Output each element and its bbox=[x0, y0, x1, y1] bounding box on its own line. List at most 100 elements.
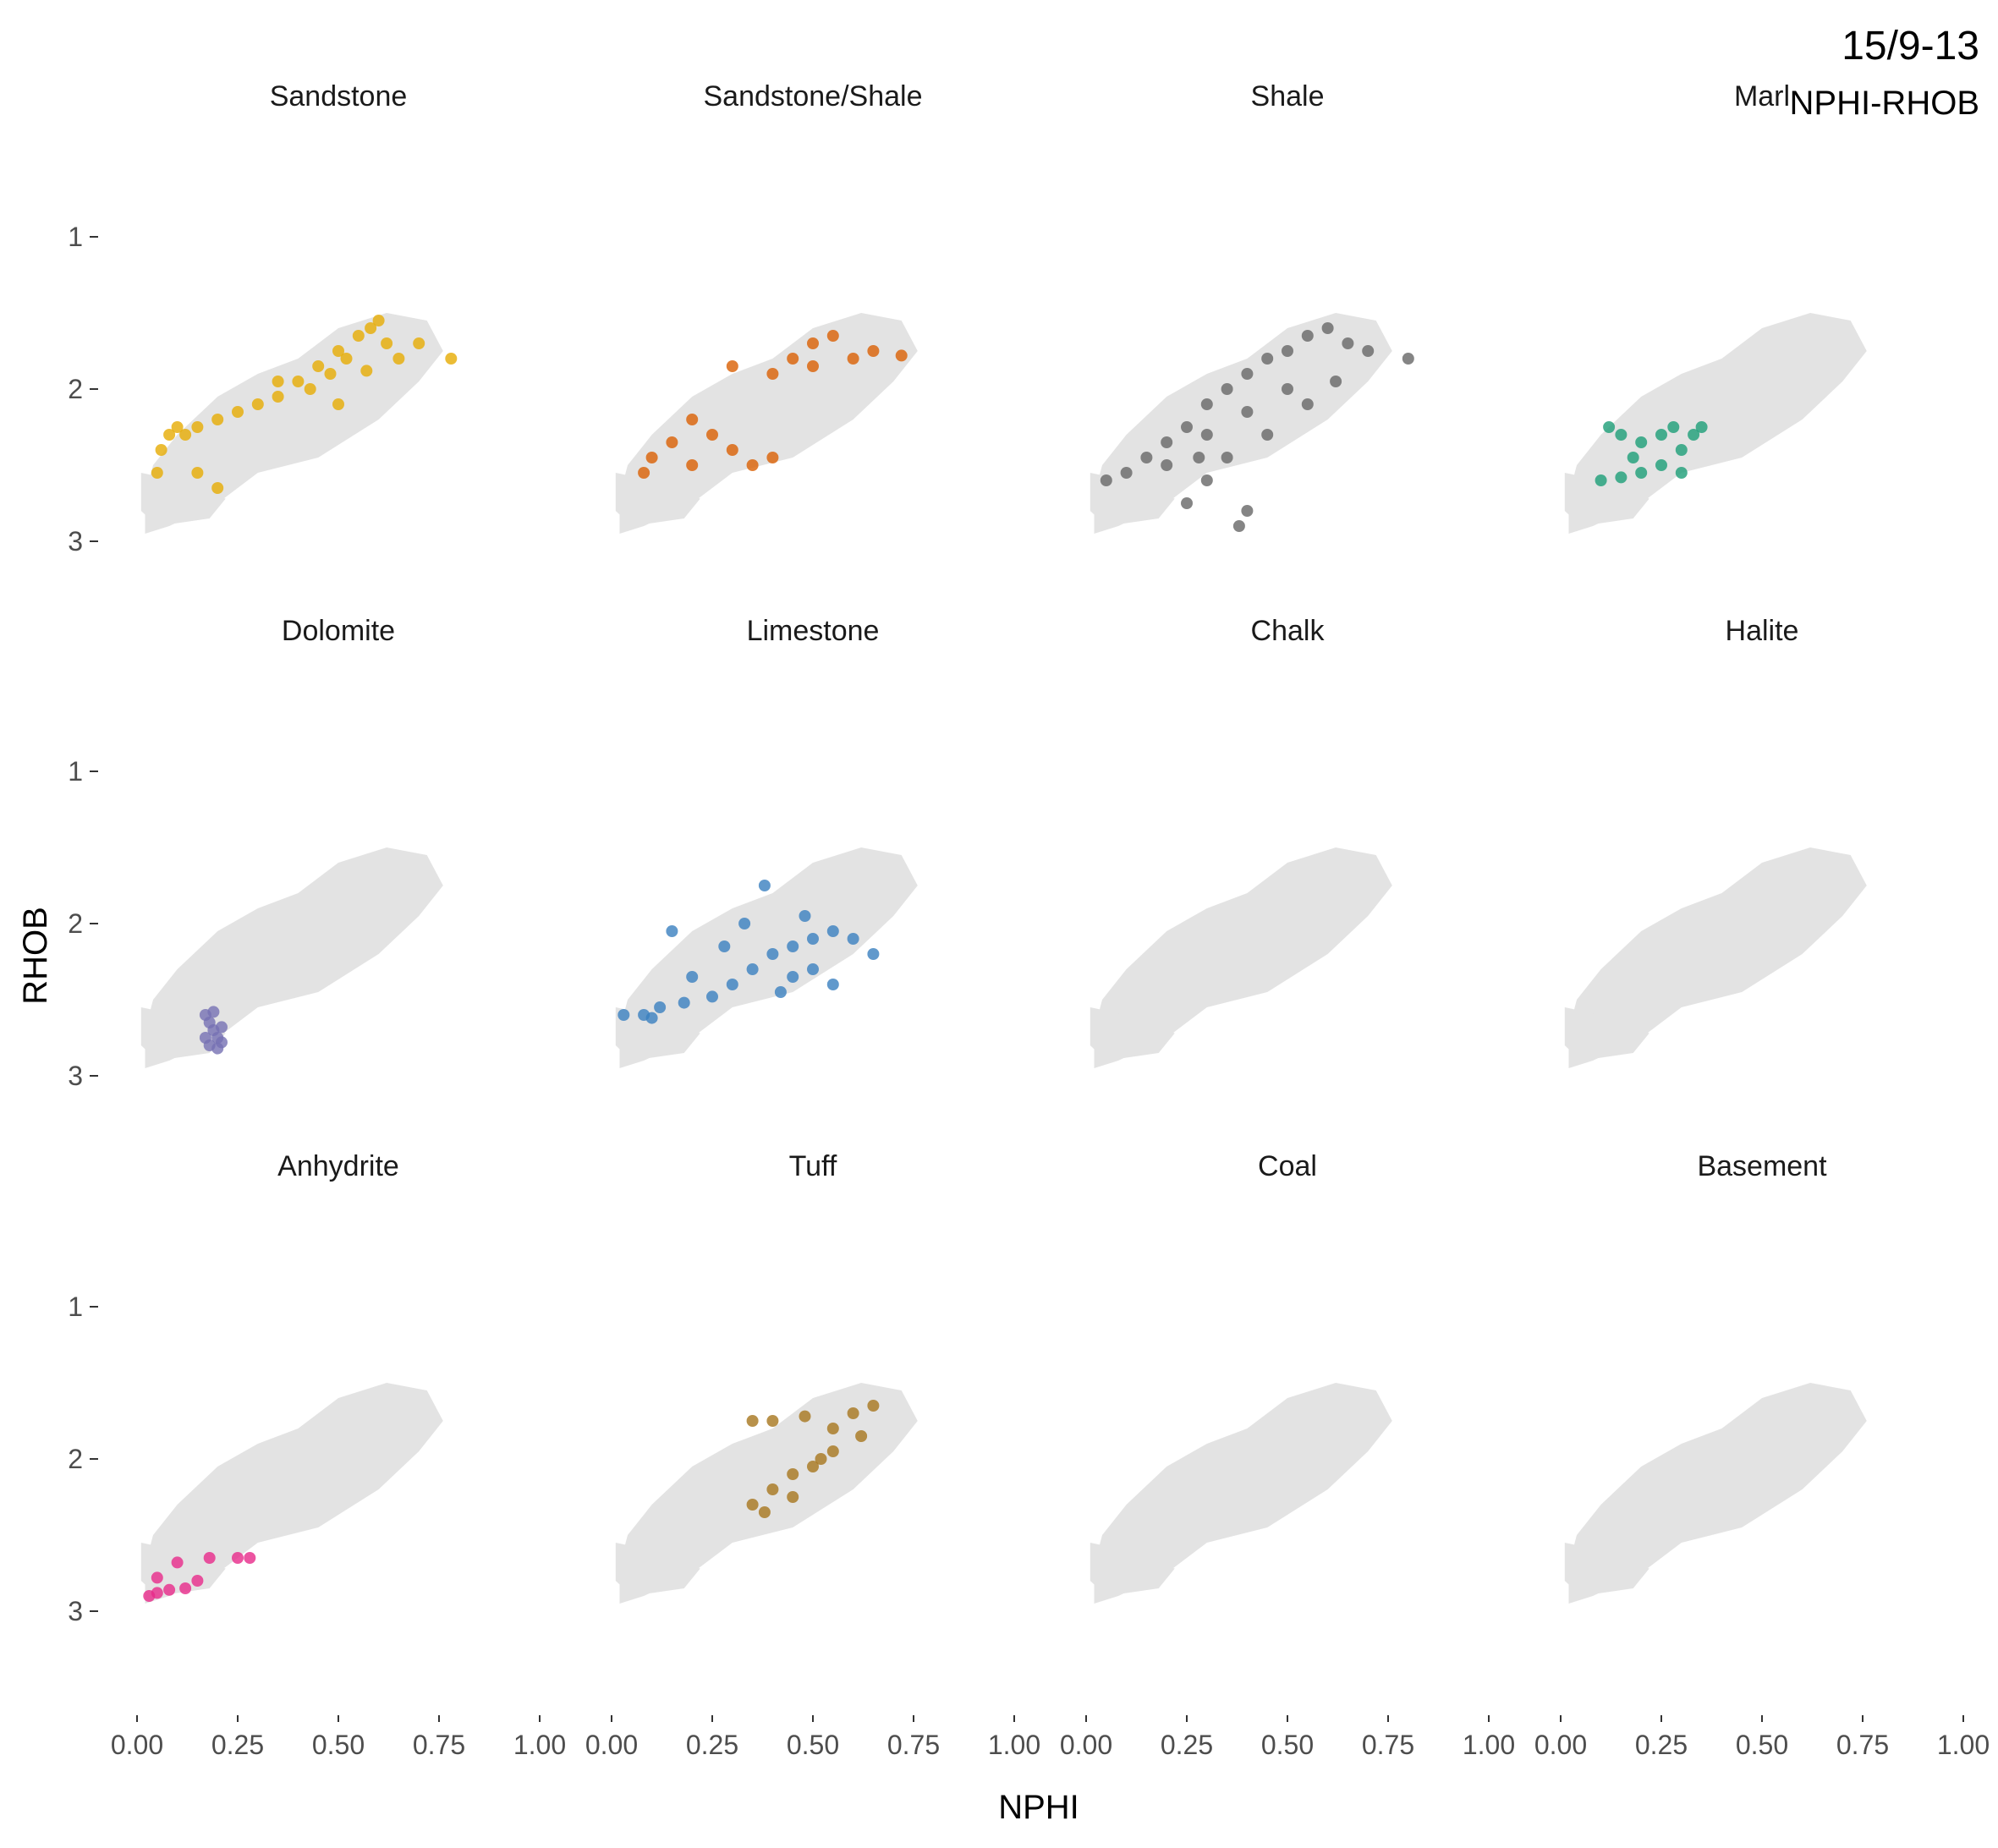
data-point bbox=[826, 925, 839, 937]
background-cloud-1 bbox=[1564, 1007, 1649, 1061]
panel-strip-label: Halite bbox=[1726, 615, 1799, 647]
data-point bbox=[155, 444, 167, 456]
data-point bbox=[216, 1021, 228, 1034]
data-point bbox=[847, 1407, 859, 1419]
data-point bbox=[191, 421, 204, 433]
data-point bbox=[666, 436, 678, 448]
data-point bbox=[1402, 353, 1414, 365]
data-point bbox=[746, 963, 759, 975]
data-point bbox=[746, 459, 759, 471]
x-tick-label: 0.25 bbox=[1161, 1730, 1213, 1760]
data-point bbox=[826, 1445, 839, 1457]
data-point bbox=[746, 1415, 759, 1427]
data-point bbox=[706, 429, 718, 441]
data-point bbox=[654, 1001, 667, 1013]
data-point bbox=[1161, 436, 1173, 448]
data-point bbox=[787, 971, 799, 983]
panel-strip-label: Coal bbox=[1258, 1150, 1317, 1182]
data-point bbox=[381, 337, 393, 349]
data-point bbox=[171, 1556, 184, 1569]
data-point bbox=[312, 360, 325, 372]
data-point bbox=[1200, 398, 1213, 410]
data-point bbox=[807, 360, 819, 372]
data-point bbox=[738, 918, 751, 929]
data-point bbox=[360, 365, 373, 377]
x-tick-label: 0.50 bbox=[1736, 1730, 1788, 1760]
x-tick-label: 0.50 bbox=[312, 1730, 365, 1760]
y-tick-label: 2 bbox=[68, 1444, 83, 1474]
x-tick-label: 0.25 bbox=[1635, 1730, 1688, 1760]
data-point bbox=[1695, 421, 1708, 433]
y-tick-label: 3 bbox=[68, 526, 83, 557]
data-point bbox=[1161, 459, 1173, 471]
data-point bbox=[163, 1583, 176, 1596]
x-tick-label: 0.75 bbox=[413, 1730, 465, 1760]
data-point bbox=[766, 1483, 779, 1495]
background-cloud-1 bbox=[140, 1543, 226, 1596]
chart-title: 15/9-13 bbox=[1842, 24, 1979, 69]
data-point bbox=[324, 368, 337, 380]
panel-dolomite: Dolomite 1 2 3 bbox=[68, 615, 443, 1091]
data-point bbox=[203, 1552, 216, 1564]
background-cloud-1 bbox=[615, 1543, 700, 1596]
y-tick-label: 3 bbox=[68, 1596, 83, 1626]
data-point bbox=[1200, 429, 1213, 441]
y-axis-label: RHOB bbox=[17, 907, 54, 1005]
data-point bbox=[787, 1491, 799, 1503]
data-point bbox=[199, 1032, 211, 1044]
panel-strip-label: Dolomite bbox=[282, 615, 395, 647]
data-point bbox=[179, 429, 192, 441]
y-tick-label: 2 bbox=[68, 374, 83, 404]
data-point bbox=[1595, 474, 1607, 486]
data-point bbox=[1181, 497, 1193, 509]
panel-chalk: Chalk bbox=[1090, 615, 1392, 1068]
data-point bbox=[787, 1468, 799, 1480]
x-axis-label: NPHI bbox=[998, 1789, 1079, 1826]
data-point bbox=[1221, 383, 1233, 395]
background-cloud-1 bbox=[1090, 1543, 1175, 1596]
x-tick-label: 0.50 bbox=[787, 1730, 839, 1760]
background-cloud-0 bbox=[1568, 847, 1867, 1068]
data-point bbox=[847, 353, 859, 365]
data-point bbox=[847, 933, 859, 945]
panel-strip-label: Anhydrite bbox=[277, 1150, 399, 1182]
data-point bbox=[1100, 474, 1112, 486]
x-tick-label: 0.75 bbox=[1362, 1730, 1414, 1760]
data-point bbox=[815, 1453, 827, 1465]
background-cloud-1 bbox=[615, 1007, 700, 1061]
panel-anhydrite: Anhydrite 1 2 3 bbox=[68, 1150, 443, 1626]
data-point bbox=[726, 360, 738, 372]
data-point bbox=[1655, 459, 1667, 471]
data-point bbox=[272, 376, 284, 387]
data-point bbox=[766, 1415, 779, 1427]
data-point bbox=[867, 1400, 880, 1412]
data-point bbox=[787, 940, 799, 952]
data-point bbox=[1241, 368, 1254, 380]
panel-halite: Halite bbox=[1564, 615, 1867, 1068]
data-point bbox=[867, 345, 880, 357]
data-point bbox=[232, 1552, 244, 1564]
data-point bbox=[1193, 452, 1205, 463]
data-point bbox=[445, 353, 458, 365]
data-point bbox=[332, 345, 344, 357]
y-tick-label: 2 bbox=[68, 908, 83, 939]
data-point bbox=[352, 330, 365, 342]
background-cloud-1 bbox=[1090, 473, 1175, 526]
data-point bbox=[645, 1012, 658, 1024]
data-point bbox=[244, 1552, 256, 1564]
data-point bbox=[1321, 322, 1334, 334]
data-point bbox=[895, 349, 908, 362]
background-cloud-0 bbox=[1094, 847, 1392, 1068]
data-point bbox=[365, 322, 377, 334]
x-tick-label: 0.25 bbox=[211, 1730, 264, 1760]
background-cloud-0 bbox=[1094, 1383, 1392, 1604]
facet-panels: Sandstone 1 2 3 Sandstone/Shale Shale Marl Dolo… bbox=[68, 80, 1867, 1626]
data-point bbox=[1261, 429, 1274, 441]
data-point bbox=[686, 459, 699, 471]
panel-strip-label: Basement bbox=[1697, 1150, 1827, 1182]
data-point bbox=[1667, 421, 1680, 433]
data-point bbox=[1675, 467, 1688, 479]
data-point bbox=[766, 948, 779, 960]
x-tick-label: 1.00 bbox=[513, 1730, 566, 1760]
